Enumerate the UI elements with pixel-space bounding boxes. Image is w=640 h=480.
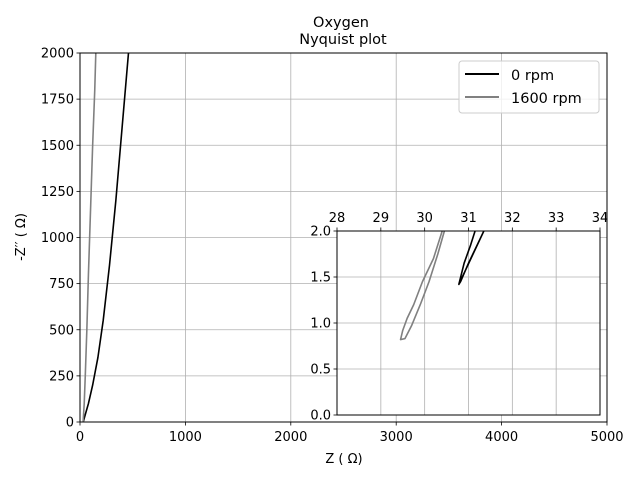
main-x-tick-label: 1000 <box>169 430 202 445</box>
inset-x-tick-label: 30 <box>416 211 433 226</box>
main-ticks: 0 1000 2000 3000 4000 5000 0 250 500 750 1000 1250 1… <box>41 47 624 446</box>
inset-y-tick-label: 1.0 <box>310 317 331 332</box>
main-y-tick-label: 1250 <box>41 185 74 200</box>
main-series-line-0-rpm <box>82 53 130 422</box>
inset-y-tick-label: 0.0 <box>310 409 331 424</box>
inset-y-tick-label: 0.5 <box>310 363 331 378</box>
legend-label-0rpm: 0 rpm <box>511 68 554 84</box>
inset-x-tick-label: 32 <box>504 211 521 226</box>
main-x-tick-label: 3000 <box>380 430 413 445</box>
inset-ticks: 28 29 30 31 32 33 34 0.0 0.5 1.0 1.5 2.0 <box>310 211 608 424</box>
main-y-tick-label: 500 <box>49 323 74 338</box>
main-series-group <box>82 53 130 422</box>
inset-x-tick-label: 29 <box>373 211 390 226</box>
inset-series-group <box>399 231 485 341</box>
main-x-tick-label: 0 <box>76 430 84 445</box>
chart-title-line2: Nyquist plot <box>299 32 387 48</box>
main-y-tick-label: 750 <box>49 277 74 292</box>
main-y-tick-label: 250 <box>49 369 74 384</box>
chart-title-line1: Oxygen <box>313 15 369 31</box>
inset-x-tick-label: 31 <box>460 211 477 226</box>
main-y-tick-label: 1500 <box>41 139 74 154</box>
main-y-tick-label: 1000 <box>41 231 74 246</box>
main-y-tick-label: 1750 <box>41 93 74 108</box>
main-y-tick-label: 0 <box>66 416 74 431</box>
main-x-tick-label: 5000 <box>590 430 623 445</box>
x-axis-label: Z ( Ω) <box>325 452 362 467</box>
inset-x-tick-label: 34 <box>592 211 609 226</box>
inset-x-tick-label: 28 <box>329 211 346 226</box>
inset-series-line-0-rpm <box>458 231 485 286</box>
inset-x-tick-label: 33 <box>548 211 565 226</box>
main-x-tick-label: 4000 <box>485 430 518 445</box>
inset-y-tick-label: 2.0 <box>310 225 331 240</box>
main-y-tick-label: 2000 <box>41 47 74 62</box>
legend-label-1600rpm: 1600 rpm <box>511 91 582 107</box>
main-series-line-1600-rpm <box>82 53 97 422</box>
inset-y-tick-label: 1.5 <box>310 271 331 286</box>
main-x-tick-label: 2000 <box>274 430 307 445</box>
inset-series-line-1600-rpm <box>399 231 446 341</box>
y-axis-label: -Z′′ ( Ω) <box>14 213 29 261</box>
legend: 0 rpm 1600 rpm <box>458 60 600 114</box>
